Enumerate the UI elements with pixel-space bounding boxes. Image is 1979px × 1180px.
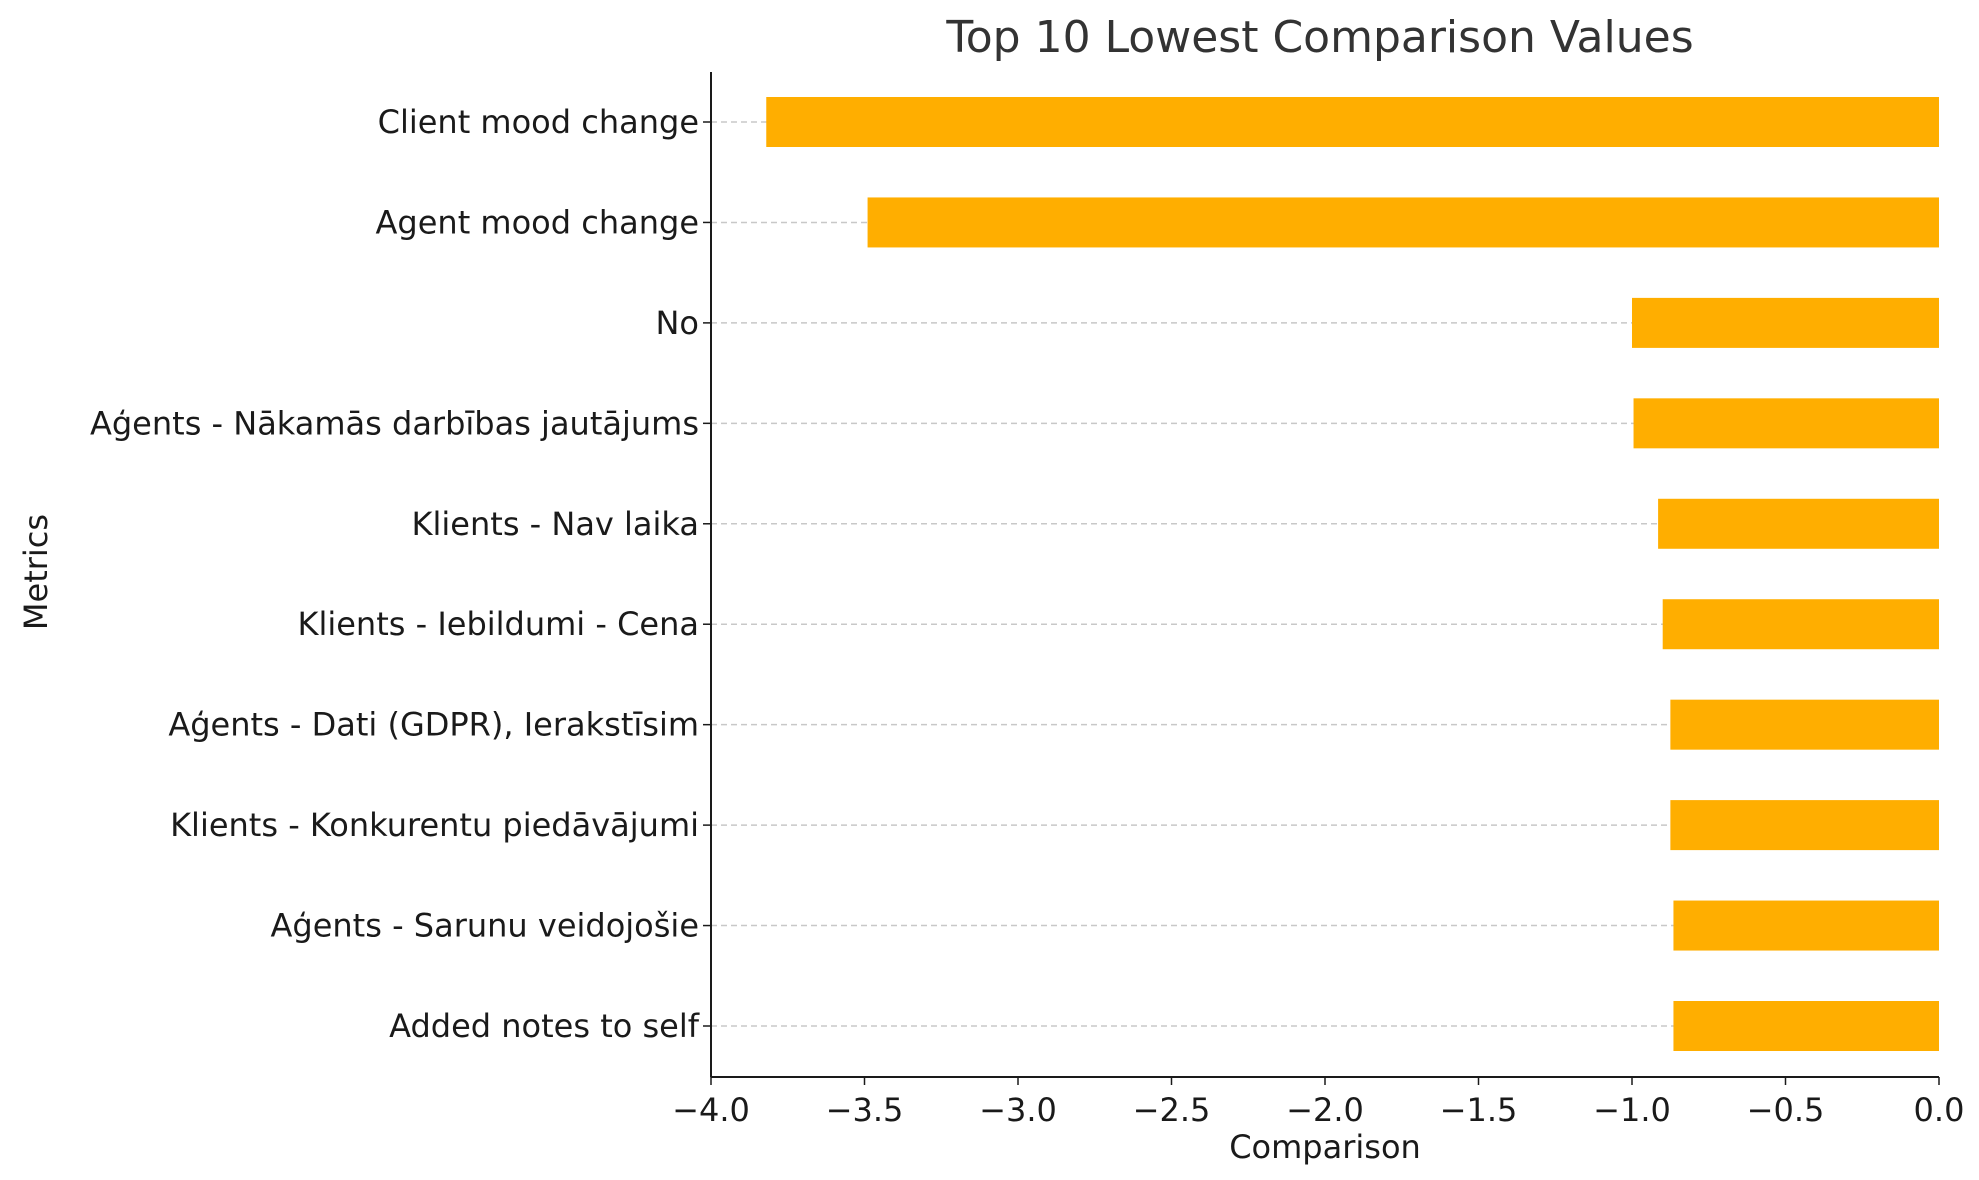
- category-label: Client mood change: [378, 103, 699, 141]
- category-label: Aģents - Nākamās darbības jautājums: [90, 404, 699, 442]
- chart-title: Top 10 Lowest Comparison Values: [945, 12, 1693, 63]
- bar: [1670, 699, 1939, 750]
- category-label: Klients - Iebildumi - Cena: [297, 605, 699, 643]
- y-axis-label: Metrics: [17, 514, 55, 630]
- bars-layer: [766, 97, 1939, 1051]
- x-tick-label: −2.0: [1286, 1091, 1364, 1129]
- x-tick-label: −0.5: [1747, 1091, 1825, 1129]
- bar: [1673, 1001, 1939, 1051]
- x-tick-label: −4.0: [672, 1091, 750, 1129]
- category-label: Aģents - Sarunu veidojošie: [271, 907, 700, 945]
- labels-layer: Client mood change Agent mood change No Aģe…: [90, 103, 1964, 1129]
- bar: [1633, 398, 1939, 449]
- category-label: Added notes to self: [389, 1007, 700, 1045]
- bar: [867, 197, 1939, 248]
- axes-layer: [703, 72, 1940, 1085]
- bar: [1673, 900, 1939, 951]
- bar: [1670, 800, 1939, 851]
- x-tick-label: −3.5: [826, 1091, 904, 1129]
- x-axis-label: Comparison: [1229, 1128, 1421, 1166]
- category-label: No: [655, 304, 699, 342]
- x-tick-label: −2.5: [1133, 1091, 1211, 1129]
- category-label: Klients - Konkurentu piedāvājumi: [170, 806, 699, 844]
- x-tick-label: 0.0: [1914, 1091, 1965, 1129]
- category-label: Aģents - Dati (GDPR), Ierakstīsim: [168, 706, 699, 744]
- category-label: Klients - Nav laika: [412, 505, 699, 543]
- x-tick-label: −3.0: [979, 1091, 1057, 1129]
- x-tick-label: −1.5: [1440, 1091, 1518, 1129]
- category-label: Agent mood change: [376, 203, 699, 241]
- bar: [1662, 599, 1939, 650]
- bar: [1658, 498, 1939, 549]
- bar: [1632, 297, 1939, 348]
- bar: [766, 97, 1939, 147]
- x-tick-label: −1.0: [1593, 1091, 1671, 1129]
